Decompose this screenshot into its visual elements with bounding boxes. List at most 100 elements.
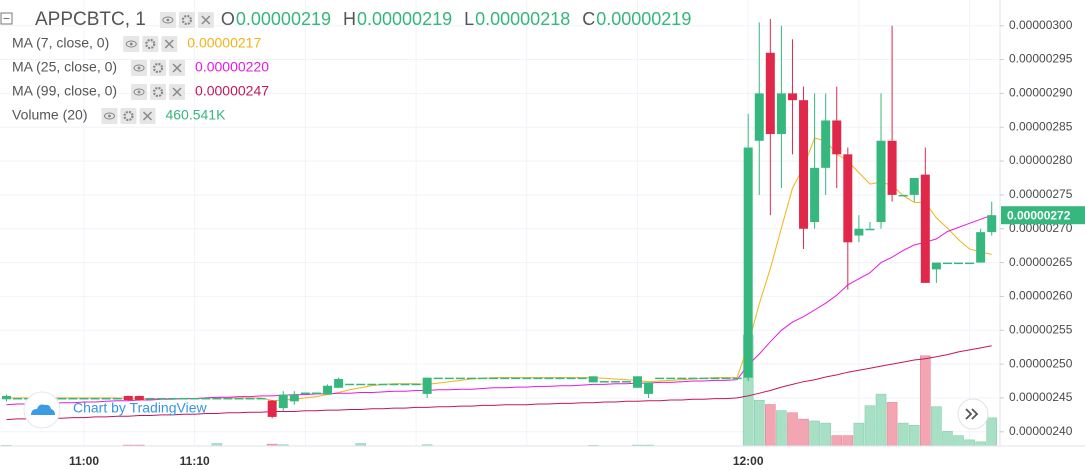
candle-body <box>190 397 200 400</box>
candle-body <box>145 397 155 400</box>
candle-body <box>500 377 510 380</box>
candle-body <box>765 52 775 135</box>
scroll-button[interactable] <box>957 398 989 430</box>
volume-bar <box>975 441 986 447</box>
candle-body <box>289 394 299 402</box>
eye-icon <box>133 88 145 96</box>
indicator-value: 0.00000217 <box>187 35 261 51</box>
candle-body <box>334 378 344 388</box>
legend-button[interactable] <box>178 12 195 28</box>
candle-body <box>234 397 244 400</box>
candle-body <box>411 383 421 386</box>
candle-body <box>201 397 211 400</box>
candle-body <box>854 228 864 236</box>
candle-body <box>356 383 366 386</box>
candle-body <box>389 383 399 386</box>
candle-body <box>533 377 543 380</box>
candle-body <box>367 383 377 386</box>
last-price-label: 0.00000272 <box>1007 208 1071 222</box>
volume-bar <box>875 393 887 447</box>
y-tick-label: 0.00000275 <box>1009 187 1073 201</box>
legend-button[interactable] <box>120 108 137 124</box>
candle-body <box>544 377 554 380</box>
candle-body <box>455 377 465 380</box>
candle-body <box>345 383 355 386</box>
candle-body <box>666 377 676 380</box>
candle-body <box>101 397 111 400</box>
collapse-icon[interactable] <box>0 12 13 25</box>
candle-body <box>444 377 454 380</box>
volume-pane <box>1 334 998 447</box>
y-tick-label: 0.00000260 <box>1009 289 1073 303</box>
legend-button[interactable] <box>142 36 159 52</box>
volume-bar <box>831 435 843 447</box>
candle-body <box>433 377 443 380</box>
candle-body <box>699 377 709 380</box>
volume-bar <box>964 439 975 447</box>
candle-body <box>400 383 410 386</box>
candle-body <box>311 392 321 395</box>
eye-pupil <box>108 114 111 118</box>
candle-body <box>655 377 665 380</box>
legend-button[interactable] <box>150 84 167 100</box>
indicator-value: 0.00000247 <box>195 83 269 99</box>
y-tick-label: 0.00000255 <box>1009 322 1073 336</box>
indicator-name: MA (7, close, 0) <box>12 35 109 51</box>
candle-body <box>466 377 476 380</box>
legend-button[interactable] <box>150 60 167 76</box>
candle-body <box>256 397 266 400</box>
eye-icon <box>125 40 137 48</box>
volume-bar <box>842 435 854 447</box>
volume-bar <box>753 399 765 447</box>
ohlc-value: 0.00000218 <box>475 9 570 29</box>
ohlc-value: 0.00000219 <box>236 9 331 29</box>
symbol: APPCBTC, 1 <box>35 9 146 30</box>
candle-body <box>599 381 609 383</box>
indicator-name: Volume (20) <box>12 107 87 123</box>
candle-body <box>610 381 620 383</box>
volume-bar <box>787 412 798 447</box>
candle-body <box>489 377 499 380</box>
candle-body <box>577 377 587 380</box>
candle-body <box>123 395 133 400</box>
candles <box>2 18 997 419</box>
candle-body <box>79 397 89 400</box>
volume-bar <box>853 422 865 447</box>
volume-bar <box>886 402 898 447</box>
y-tick-label: 0.00000290 <box>1009 86 1073 100</box>
x-tick-label: 11:10 <box>180 454 210 468</box>
candle-body <box>688 377 698 380</box>
candle-body <box>168 397 178 400</box>
candle-body <box>522 377 532 380</box>
scroll-button-circle[interactable] <box>957 398 989 430</box>
close-icon <box>142 111 153 121</box>
volume-bar <box>920 355 931 447</box>
candle-body <box>799 100 809 229</box>
scroll-button-chevrons <box>965 408 979 420</box>
indicator-name: MA (99, close, 0) <box>12 83 117 99</box>
candle-body <box>965 262 975 265</box>
eye-pupil <box>129 42 133 46</box>
candle-body <box>588 376 598 383</box>
volume-bar <box>864 405 876 447</box>
volume-bar <box>897 422 909 447</box>
candle-body <box>57 397 67 400</box>
candle-body <box>555 377 565 380</box>
candle-body <box>832 120 842 155</box>
candle-body <box>787 93 797 101</box>
volume-bar <box>953 435 964 447</box>
indicator-value: 0.00000220 <box>195 59 269 75</box>
last-price-box <box>1001 206 1085 225</box>
y-tick-label: 0.00000285 <box>1009 119 1073 133</box>
volume-bar <box>931 406 942 447</box>
candle-body <box>323 385 333 395</box>
candle-body <box>212 397 222 400</box>
candle-body <box>942 262 952 265</box>
legend: APPCBTC, 1 O 0.00000219 H 0.00000219 L 0.00000… <box>0 9 691 124</box>
candle-body <box>267 400 277 417</box>
candle-body <box>677 377 687 380</box>
eye-pupil <box>137 90 141 94</box>
candle-body <box>887 140 897 195</box>
gear-icon <box>152 86 164 98</box>
